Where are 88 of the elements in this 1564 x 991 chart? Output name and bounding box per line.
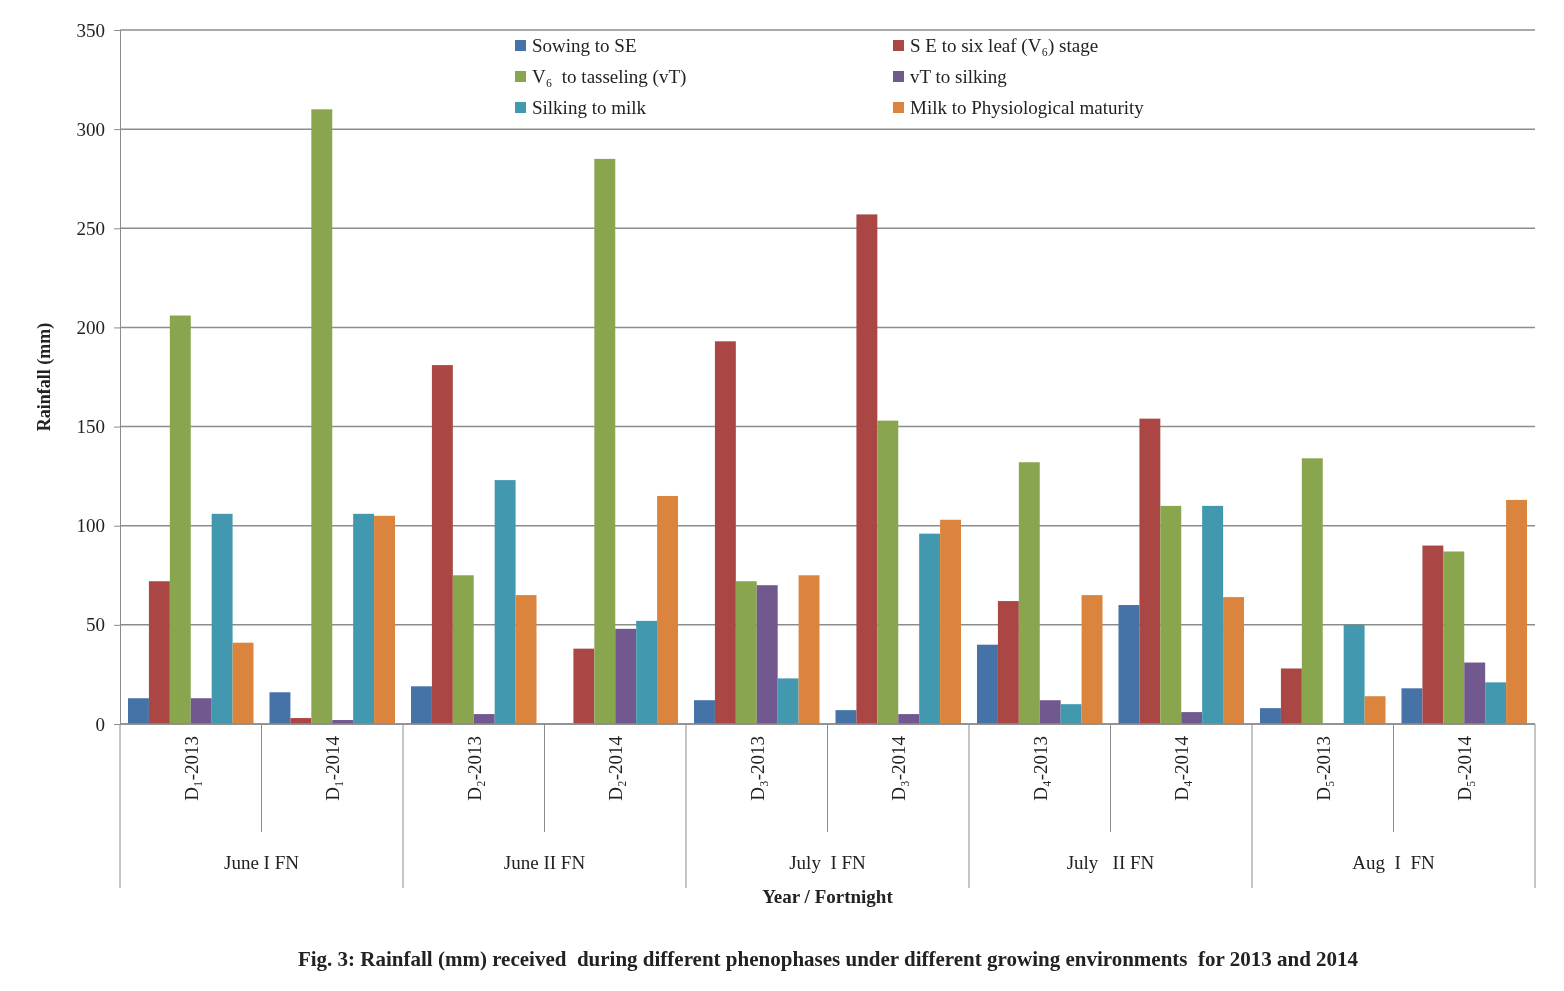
- bar: [1364, 696, 1386, 724]
- text: July II FN: [1066, 852, 1155, 873]
- bar: [1464, 662, 1486, 724]
- bar: [148, 581, 170, 724]
- bar: [190, 698, 212, 724]
- x-tick-label: D₂-2014: [605, 735, 627, 801]
- x-tick-label: D₃-2014: [888, 735, 910, 801]
- legend-label: Sowing to SE: [532, 35, 637, 56]
- bar: [940, 519, 961, 724]
- bar: [1260, 708, 1281, 724]
- bar: [169, 315, 191, 724]
- bar: [311, 109, 333, 724]
- bar: [898, 714, 920, 724]
- bar: [657, 495, 678, 724]
- bar: [1018, 462, 1040, 724]
- bar: [1060, 704, 1082, 724]
- y-tick-label: 0: [95, 713, 105, 735]
- x-axis-title: Year / Fortnight: [762, 886, 894, 907]
- bar: [856, 214, 878, 724]
- y-tick-label: 100: [76, 515, 105, 537]
- bar: [777, 678, 799, 724]
- bar: [232, 642, 254, 724]
- legend-label: V₆ to tasseling (vT): [532, 66, 687, 88]
- bar: [431, 365, 453, 724]
- legend-label: vT to silking: [910, 66, 1008, 87]
- legend-label: Milk to Physiological maturity: [910, 97, 1145, 118]
- bar: [353, 513, 375, 724]
- bar: [1223, 597, 1244, 724]
- bar: [515, 595, 537, 724]
- bar: [128, 698, 149, 724]
- bar: [1139, 418, 1161, 724]
- bar: [1443, 551, 1465, 724]
- y-tick-label: 50: [86, 614, 105, 636]
- legend-label: Silking to milk: [532, 97, 647, 118]
- bar: [1506, 499, 1527, 724]
- text: Aug I FN: [1352, 852, 1435, 873]
- bar: [211, 513, 233, 724]
- bar: [835, 710, 857, 724]
- bar: [1081, 595, 1103, 724]
- bar: [694, 700, 715, 724]
- bar: [636, 620, 658, 724]
- bar: [615, 628, 637, 724]
- bar: [494, 480, 516, 724]
- bar: [411, 686, 432, 724]
- y-axis-title: Rainfall (mm): [34, 322, 55, 432]
- x-tick-label: D₂-2013: [463, 736, 485, 801]
- bar: [1118, 605, 1140, 724]
- y-tick-label: 350: [76, 19, 105, 41]
- bar: [1401, 688, 1423, 724]
- bar: [374, 515, 395, 724]
- bar: [473, 714, 495, 724]
- y-tick-label: 200: [76, 317, 105, 339]
- text: June I FN: [224, 852, 300, 873]
- bar: [735, 581, 757, 724]
- bar: [756, 585, 778, 724]
- bar: [714, 341, 736, 724]
- bar: [877, 420, 899, 724]
- bar: [977, 644, 998, 724]
- bar: [1280, 668, 1302, 724]
- bar: [1160, 505, 1182, 724]
- y-tick-label: 150: [76, 416, 105, 438]
- bar: [919, 533, 941, 724]
- x-tick-label: D₁-2013: [180, 736, 202, 801]
- bar: [1039, 700, 1061, 724]
- y-tick-label: 300: [76, 118, 105, 140]
- legend-label: S E to six leaf (V₆) stage: [910, 35, 1099, 57]
- bar: [269, 692, 291, 724]
- bar: [1485, 682, 1507, 724]
- text: Fig. 3: Rainfall (mm) received during different phenophases under different growing environments for 2013 and 2014: [297, 947, 1359, 971]
- bar: [594, 158, 616, 724]
- text: July I FN: [789, 852, 867, 873]
- x-tick-label: D₁-2014: [322, 735, 344, 801]
- bar: [1343, 624, 1365, 724]
- x-tick-label: D₃-2013: [746, 736, 768, 801]
- bar: [1422, 545, 1444, 724]
- bar: [997, 601, 1019, 724]
- y-tick-label: 250: [76, 217, 105, 239]
- x-tick-label: D₄-2014: [1171, 735, 1193, 801]
- bar: [798, 575, 820, 724]
- bar: [452, 575, 474, 724]
- bar: [573, 648, 595, 724]
- bar: [1181, 712, 1203, 724]
- text: June II FN: [503, 852, 586, 873]
- x-tick-label: D₅-2014: [1454, 735, 1476, 801]
- bar: [1202, 505, 1224, 724]
- x-tick-label: D₄-2013: [1029, 736, 1051, 801]
- x-tick-label: D₅-2013: [1312, 736, 1334, 801]
- bar: [1301, 458, 1323, 724]
